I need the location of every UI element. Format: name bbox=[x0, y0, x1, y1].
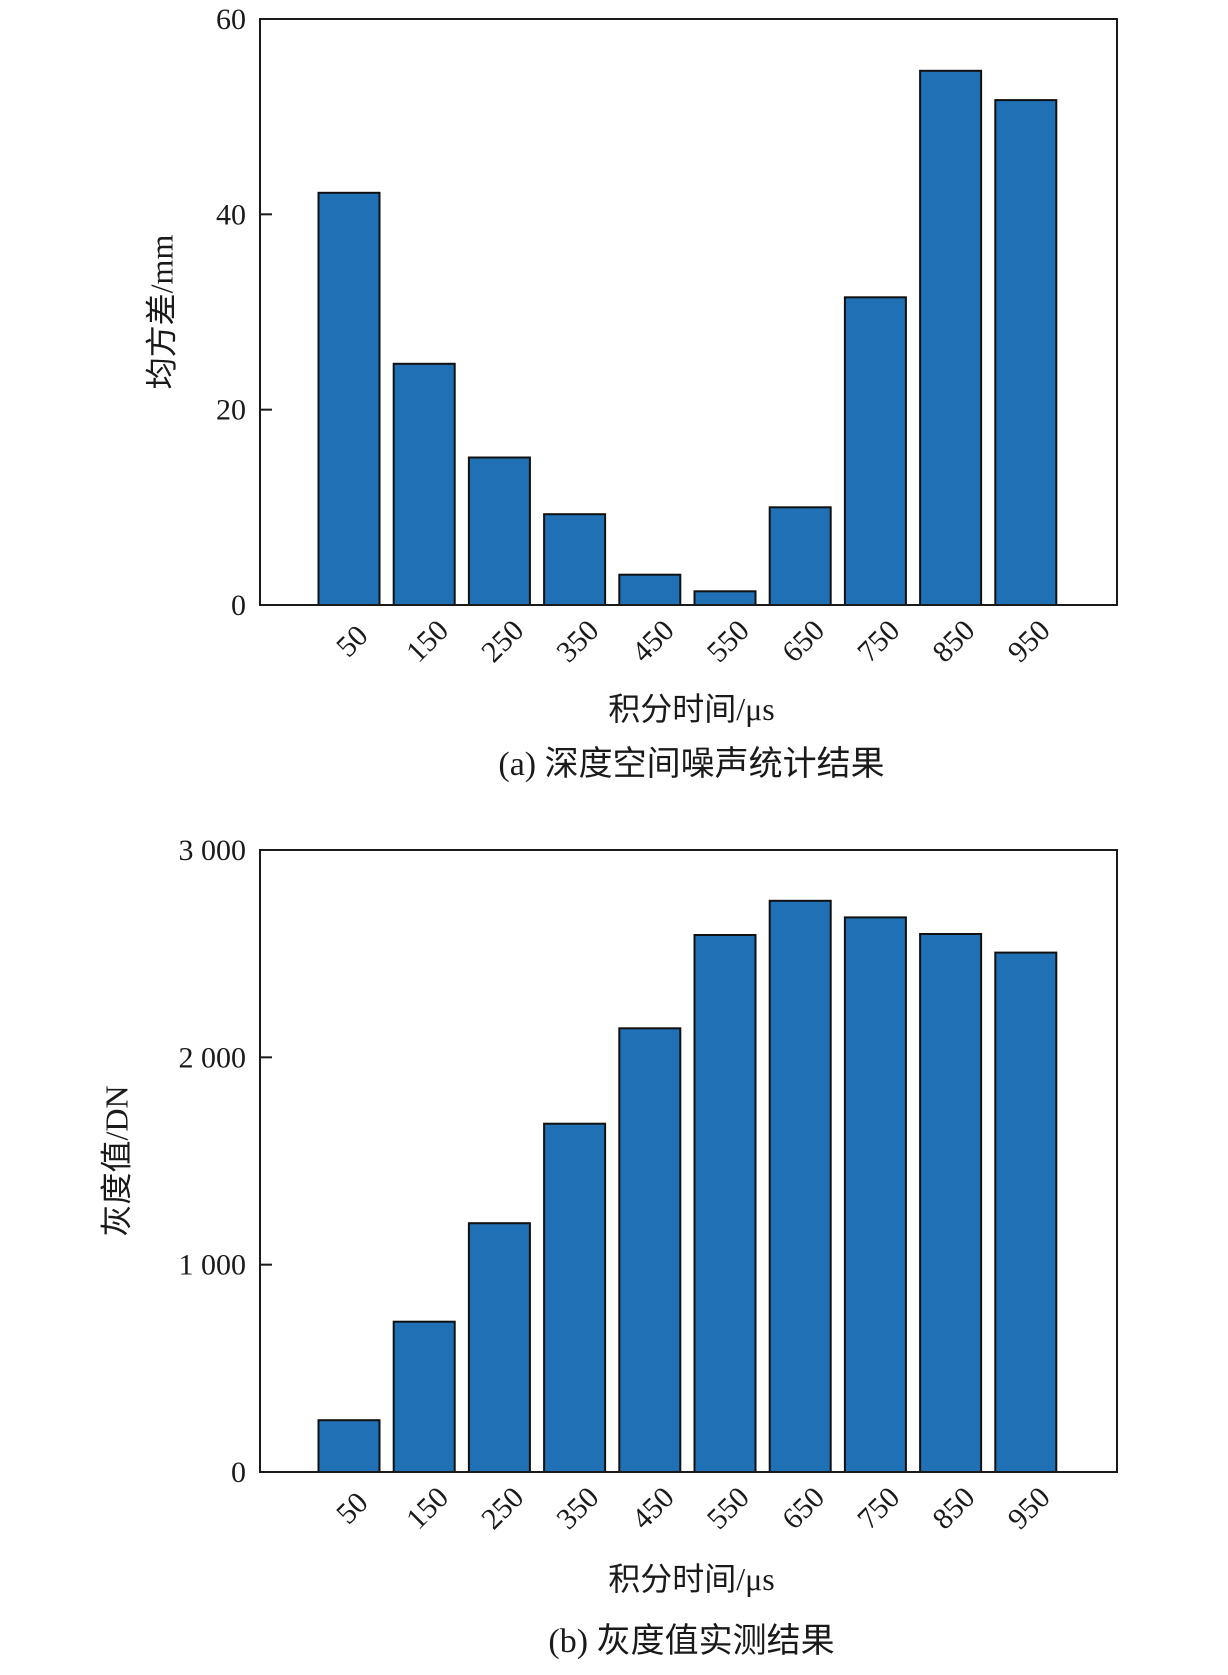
chart-b-y-tick-label: 3 000 bbox=[179, 834, 247, 867]
chart-a-x-tick-label: 450 bbox=[626, 614, 681, 669]
chart-a-bar-450 bbox=[618, 573, 682, 607]
chart-a-bar-50 bbox=[317, 191, 381, 607]
chart-b-bar-850 bbox=[919, 933, 983, 1473]
chart-a-x-tick-label: 350 bbox=[550, 614, 605, 669]
chart-a-y-axis: 0 20 40 60 bbox=[216, 3, 272, 622]
chart-a-bar-650 bbox=[768, 506, 832, 606]
chart-a-bar-350 bbox=[543, 513, 607, 607]
chart-a-x-tick-label: 850 bbox=[926, 614, 981, 669]
chart-b-x-axis: 50 150 250 350 450 550 650 750 850 950 bbox=[330, 1481, 1057, 1536]
chart-a-x-axis: 50 150 250 350 450 550 650 750 850 950 bbox=[330, 614, 1057, 669]
chart-b-x-tick-label: 250 bbox=[475, 1481, 530, 1536]
chart-b-x-tick-label: 950 bbox=[1002, 1481, 1057, 1536]
chart-a-x-tick-label: 950 bbox=[1002, 614, 1057, 669]
chart-b-bar-650 bbox=[768, 899, 832, 1473]
chart-a-y-tick-label: 40 bbox=[216, 198, 246, 231]
chart-b-x-axis-label: 积分时间/μs bbox=[608, 1561, 775, 1597]
chart-b-caption: (b) 灰度值实测结果 bbox=[548, 1622, 834, 1660]
chart-b-bar-350 bbox=[543, 1122, 607, 1473]
chart-b-bar-450 bbox=[618, 1027, 682, 1474]
chart-a-y-tick-label: 60 bbox=[216, 3, 246, 36]
chart-a-x-tick-label: 50 bbox=[330, 619, 375, 664]
chart-a-bar-850 bbox=[919, 69, 983, 607]
chart-a-y-tick-label: 0 bbox=[231, 589, 246, 622]
chart-a: 0 20 40 60 50 150 250 350 450 550 650 750 850 950 均方… bbox=[143, 3, 1118, 783]
chart-b-bar-750 bbox=[843, 916, 907, 1473]
chart-b-y-tick-label: 2 000 bbox=[179, 1041, 247, 1074]
chart-b-bars bbox=[317, 899, 1058, 1474]
chart-b-bar-550 bbox=[693, 934, 757, 1473]
chart-a-bar-750 bbox=[843, 296, 907, 606]
chart-b-bar-150 bbox=[392, 1320, 456, 1473]
chart-a-bar-550 bbox=[693, 590, 757, 606]
chart-a-bar-250 bbox=[467, 456, 531, 606]
chart-b-x-tick-label: 550 bbox=[701, 1481, 756, 1536]
chart-b-y-tick-label: 1 000 bbox=[179, 1249, 247, 1282]
chart-a-bar-150 bbox=[392, 362, 456, 606]
chart-a-plot-frame bbox=[259, 18, 1118, 606]
chart-b-x-tick-label: 850 bbox=[926, 1481, 981, 1536]
chart-a-bars bbox=[317, 69, 1058, 607]
chart-b-x-tick-label: 450 bbox=[626, 1481, 681, 1536]
chart-a-x-tick-label: 750 bbox=[851, 614, 906, 669]
chart-b-x-tick-label: 650 bbox=[776, 1481, 831, 1536]
chart-a-y-axis-label: 均方差/mm bbox=[143, 235, 179, 390]
chart-b-y-axis-label: 灰度值/DN bbox=[98, 1085, 134, 1236]
chart-b-y-axis: 0 1 000 2 000 3 000 bbox=[179, 834, 272, 1489]
chart-b-x-tick-label: 350 bbox=[550, 1481, 605, 1536]
chart-b-x-tick-label: 150 bbox=[400, 1481, 455, 1536]
chart-b-bar-50 bbox=[317, 1419, 381, 1473]
chart-b-x-tick-label: 750 bbox=[851, 1481, 906, 1536]
chart-a-x-axis-label: 积分时间/μs bbox=[608, 691, 775, 727]
chart-b-bar-950 bbox=[994, 951, 1058, 1473]
chart-b-x-tick-label: 50 bbox=[330, 1486, 375, 1531]
chart-a-x-tick-label: 550 bbox=[701, 614, 756, 669]
chart-b-y-tick-label: 0 bbox=[231, 1456, 246, 1489]
chart-a-x-tick-label: 150 bbox=[400, 614, 455, 669]
chart-b-plot-frame bbox=[259, 849, 1118, 1473]
chart-a-x-tick-label: 250 bbox=[475, 614, 530, 669]
chart-a-y-tick-label: 20 bbox=[216, 394, 246, 427]
chart-a-x-tick-label: 650 bbox=[776, 614, 831, 669]
chart-b-bar-250 bbox=[467, 1222, 531, 1473]
chart-b: 0 1 000 2 000 3 000 50 150 250 350 450 550 650 750… bbox=[98, 834, 1118, 1660]
chart-a-bar-950 bbox=[994, 99, 1058, 606]
chart-a-caption: (a) 深度空间噪声统计结果 bbox=[498, 745, 884, 783]
